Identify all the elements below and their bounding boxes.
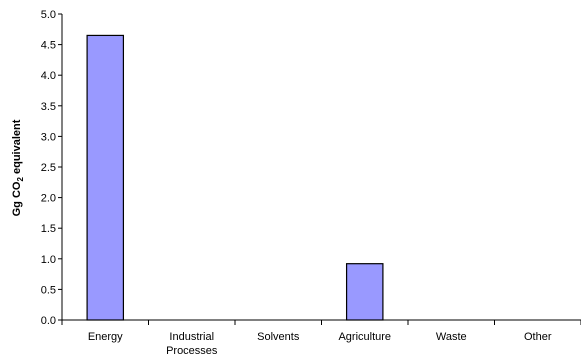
x-tick-label-line: Agriculture	[338, 331, 391, 343]
x-tick-label-line: Solvents	[257, 331, 300, 343]
y-tick-label: 3.0	[41, 131, 56, 143]
y-tick-label: 5.0	[41, 9, 56, 21]
bar-agriculture	[345, 263, 384, 321]
y-tick-label: 4.0	[41, 70, 56, 82]
x-tick-label: Agriculture	[338, 331, 391, 343]
y-tick-label: 2.5	[41, 162, 56, 174]
y-axis-title: Gg CO2 equivalent	[11, 119, 25, 216]
x-tick-label-line: Processes	[166, 345, 218, 357]
y-tick-label: 4.5	[41, 40, 56, 52]
x-tick-label: Industrial Processes	[166, 331, 218, 357]
x-tick-label-line: Waste	[436, 331, 467, 343]
y-axis-title-subscript: 2	[16, 177, 25, 182]
y-tick-label: 0.5	[41, 284, 56, 296]
y-tick-label: 2.0	[41, 193, 56, 205]
x-tick-label: Solvents	[257, 331, 300, 343]
x-tick-label: Other	[524, 331, 552, 343]
x-tick-label-line: Industrial	[169, 331, 214, 343]
y-axis-ticks: 0.0 0.5 1.0 1.5 2.0 2.5 3.0 3.5 4.0 4.5 5.0	[41, 9, 62, 327]
y-tick-label: 0.0	[41, 315, 56, 327]
x-axis-ticks: Energy Industrial Processes Solvents Agricul…	[61, 320, 581, 357]
x-tick-label: Energy	[88, 331, 123, 343]
y-axis-title-main: Gg CO	[11, 181, 23, 216]
y-tick-label: 1.5	[41, 223, 56, 235]
x-tick-label: Waste	[436, 331, 467, 343]
bars	[86, 34, 384, 321]
bar-energy	[86, 34, 125, 321]
y-tick-label: 3.5	[41, 101, 56, 113]
x-tick-label-line: Energy	[88, 331, 123, 343]
y-tick-label: 1.0	[41, 254, 56, 266]
y-axis-title-rest: equivalent	[11, 119, 23, 177]
x-tick-label-line: Other	[524, 331, 552, 343]
